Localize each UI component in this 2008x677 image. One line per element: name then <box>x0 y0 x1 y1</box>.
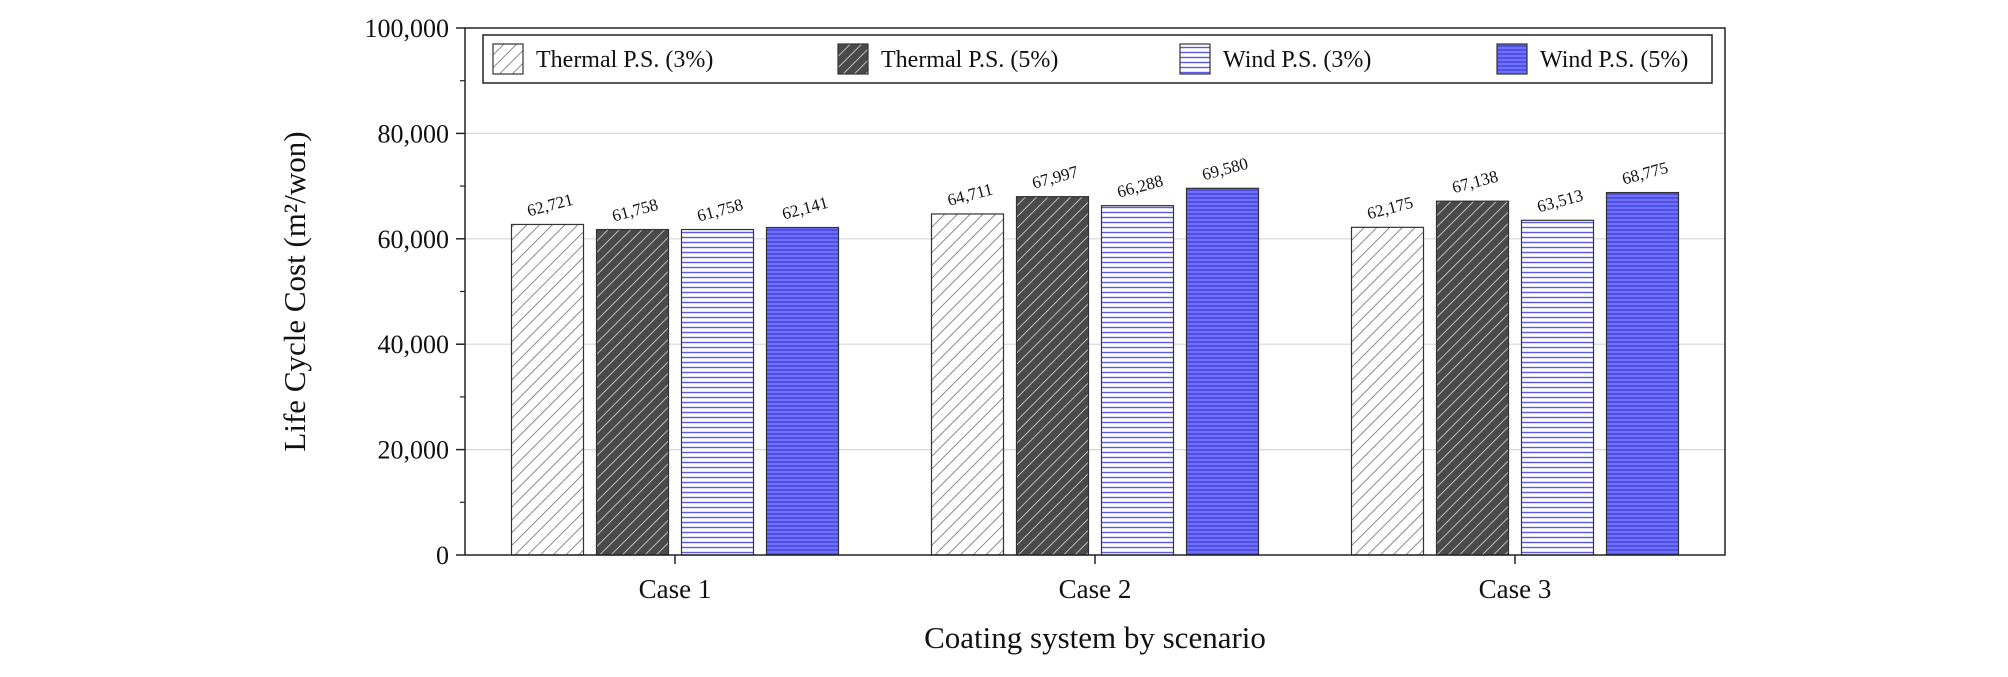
y-tick-label: 40,000 <box>378 330 450 359</box>
x-axis-title: Coating system by scenario <box>924 620 1266 655</box>
data-label: 64,711 <box>945 180 994 210</box>
y-tick-label: 0 <box>436 541 449 570</box>
x-tick-label: Case 3 <box>1479 574 1552 604</box>
bar <box>1435 200 1510 556</box>
bar <box>680 228 755 556</box>
legend-label: Wind P.S. (5%) <box>1540 47 1688 73</box>
gridlines <box>465 132 1725 451</box>
legend-item: Wind P.S. (5%) <box>1496 43 1688 75</box>
bar <box>1350 226 1425 556</box>
legend-swatch <box>1496 43 1528 75</box>
y-tick-label: 60,000 <box>378 225 450 254</box>
data-label: 63,513 <box>1535 186 1585 216</box>
x-tick-label: Case 1 <box>639 574 712 604</box>
x-tick-label: Case 2 <box>1059 574 1132 604</box>
data-label: 62,175 <box>1365 193 1415 223</box>
legend-label: Thermal P.S. (5%) <box>881 47 1058 73</box>
y-tick-label: 100,000 <box>365 14 450 43</box>
data-label: 66,288 <box>1115 171 1165 201</box>
bars <box>510 187 1680 556</box>
data-label: 68,775 <box>1620 158 1670 188</box>
y-axis-title: Life Cycle Cost (m²/won) <box>277 131 312 451</box>
legend-swatch <box>492 43 524 75</box>
bar <box>1520 219 1595 556</box>
y-axis: 0 20,000 40,000 60,000 80,000 100,000 <box>365 14 465 570</box>
legend: Thermal P.S. (3%) Thermal P.S. (5%) Wind P… <box>482 34 1713 84</box>
bar <box>1015 196 1090 556</box>
data-label: 62,141 <box>780 193 830 223</box>
data-label: 67,138 <box>1450 167 1500 197</box>
legend-label: Thermal P.S. (3%) <box>536 47 713 73</box>
data-label: 62,721 <box>525 190 575 220</box>
legend-label: Wind P.S. (3%) <box>1223 47 1371 73</box>
legend-swatch <box>1179 43 1211 75</box>
bar <box>595 228 670 556</box>
data-label: 69,580 <box>1200 154 1250 184</box>
x-axis: Case 1 Case 2 Case 3 <box>639 555 1552 604</box>
y-tick-label: 80,000 <box>378 119 450 148</box>
data-label: 61,758 <box>610 195 660 225</box>
legend-item: Thermal P.S. (5%) <box>837 43 1058 75</box>
bar <box>930 213 1005 556</box>
bar <box>1605 191 1680 556</box>
legend-swatch <box>837 43 869 75</box>
data-label: 67,997 <box>1030 162 1081 193</box>
bar <box>510 223 585 556</box>
legend-item: Wind P.S. (3%) <box>1179 43 1371 75</box>
data-label: 61,758 <box>695 195 745 225</box>
y-tick-label: 20,000 <box>378 436 450 465</box>
bar <box>1185 187 1260 556</box>
bar <box>1100 205 1175 556</box>
legend-item: Thermal P.S. (3%) <box>492 43 713 75</box>
bar <box>765 226 840 556</box>
